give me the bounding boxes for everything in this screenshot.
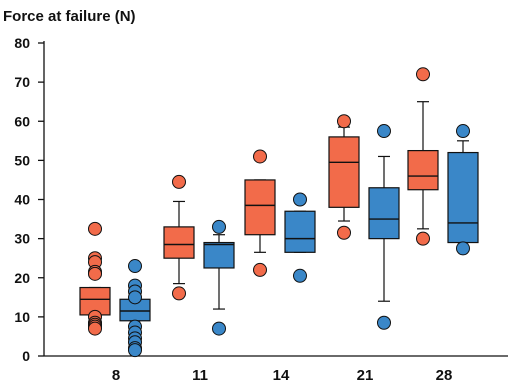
box-iqr	[447, 151, 479, 244]
outlier-point	[253, 262, 267, 277]
outlier-point	[128, 290, 142, 305]
box-14	[284, 192, 316, 283]
outlier-point	[416, 67, 430, 82]
box-28	[407, 67, 439, 246]
outlier-point	[128, 259, 142, 274]
box-iqr	[244, 179, 276, 236]
x-tick-label: 21	[357, 367, 374, 384]
box-iqr	[407, 149, 439, 191]
box-21	[328, 114, 360, 240]
outlier-point	[172, 174, 186, 189]
box-iqr	[203, 241, 235, 269]
outlier-point	[416, 231, 430, 246]
y-axis: 0 10 20 30 40 50 60 70 80	[14, 35, 45, 364]
y-tick-label: 30	[14, 231, 30, 247]
y-tick-label: 20	[14, 270, 30, 286]
box-14	[244, 149, 276, 277]
box-11	[163, 174, 195, 301]
y-tick-label: 70	[14, 74, 30, 90]
plot-area	[79, 67, 479, 358]
y-tick-label: 0	[22, 348, 30, 364]
y-axis-title: Force at failure (N)	[3, 8, 136, 25]
outlier-point	[253, 149, 267, 164]
outlier-point	[337, 225, 351, 240]
x-tick-label: 8	[112, 367, 120, 384]
outlier-point	[377, 124, 391, 139]
x-axis: 8 11 14 21 28	[44, 355, 508, 384]
outlier-point	[293, 192, 307, 207]
outlier-point	[456, 124, 470, 139]
box-iqr	[368, 187, 400, 240]
series-2	[119, 124, 479, 358]
box-iqr	[284, 210, 316, 253]
x-tick-label: 14	[273, 367, 290, 384]
y-tick-label: 10	[14, 309, 30, 325]
outlier-point	[212, 321, 226, 336]
series-1	[79, 67, 439, 336]
outlier-point	[456, 241, 470, 256]
outlier-point	[293, 268, 307, 283]
box-iqr	[328, 136, 360, 208]
y-tick-label: 50	[14, 152, 30, 168]
outlier-point	[88, 266, 102, 281]
outlier-point	[128, 343, 142, 358]
box-8	[79, 221, 111, 336]
box-11	[203, 219, 235, 336]
y-tick-label: 80	[14, 35, 30, 51]
outlier-point	[212, 219, 226, 234]
x-tick-label: 11	[192, 367, 208, 384]
box-28	[447, 124, 479, 256]
y-tick-label: 40	[14, 192, 30, 208]
box-21	[368, 124, 400, 330]
outlier-point	[337, 114, 351, 129]
outlier-point	[88, 221, 102, 236]
box-8	[119, 259, 151, 358]
x-tick-label: 28	[436, 367, 453, 384]
outlier-point	[172, 286, 186, 301]
y-tick-label: 60	[14, 113, 30, 129]
box-iqr	[163, 226, 195, 259]
outlier-point	[88, 321, 102, 336]
outlier-point	[377, 315, 391, 330]
